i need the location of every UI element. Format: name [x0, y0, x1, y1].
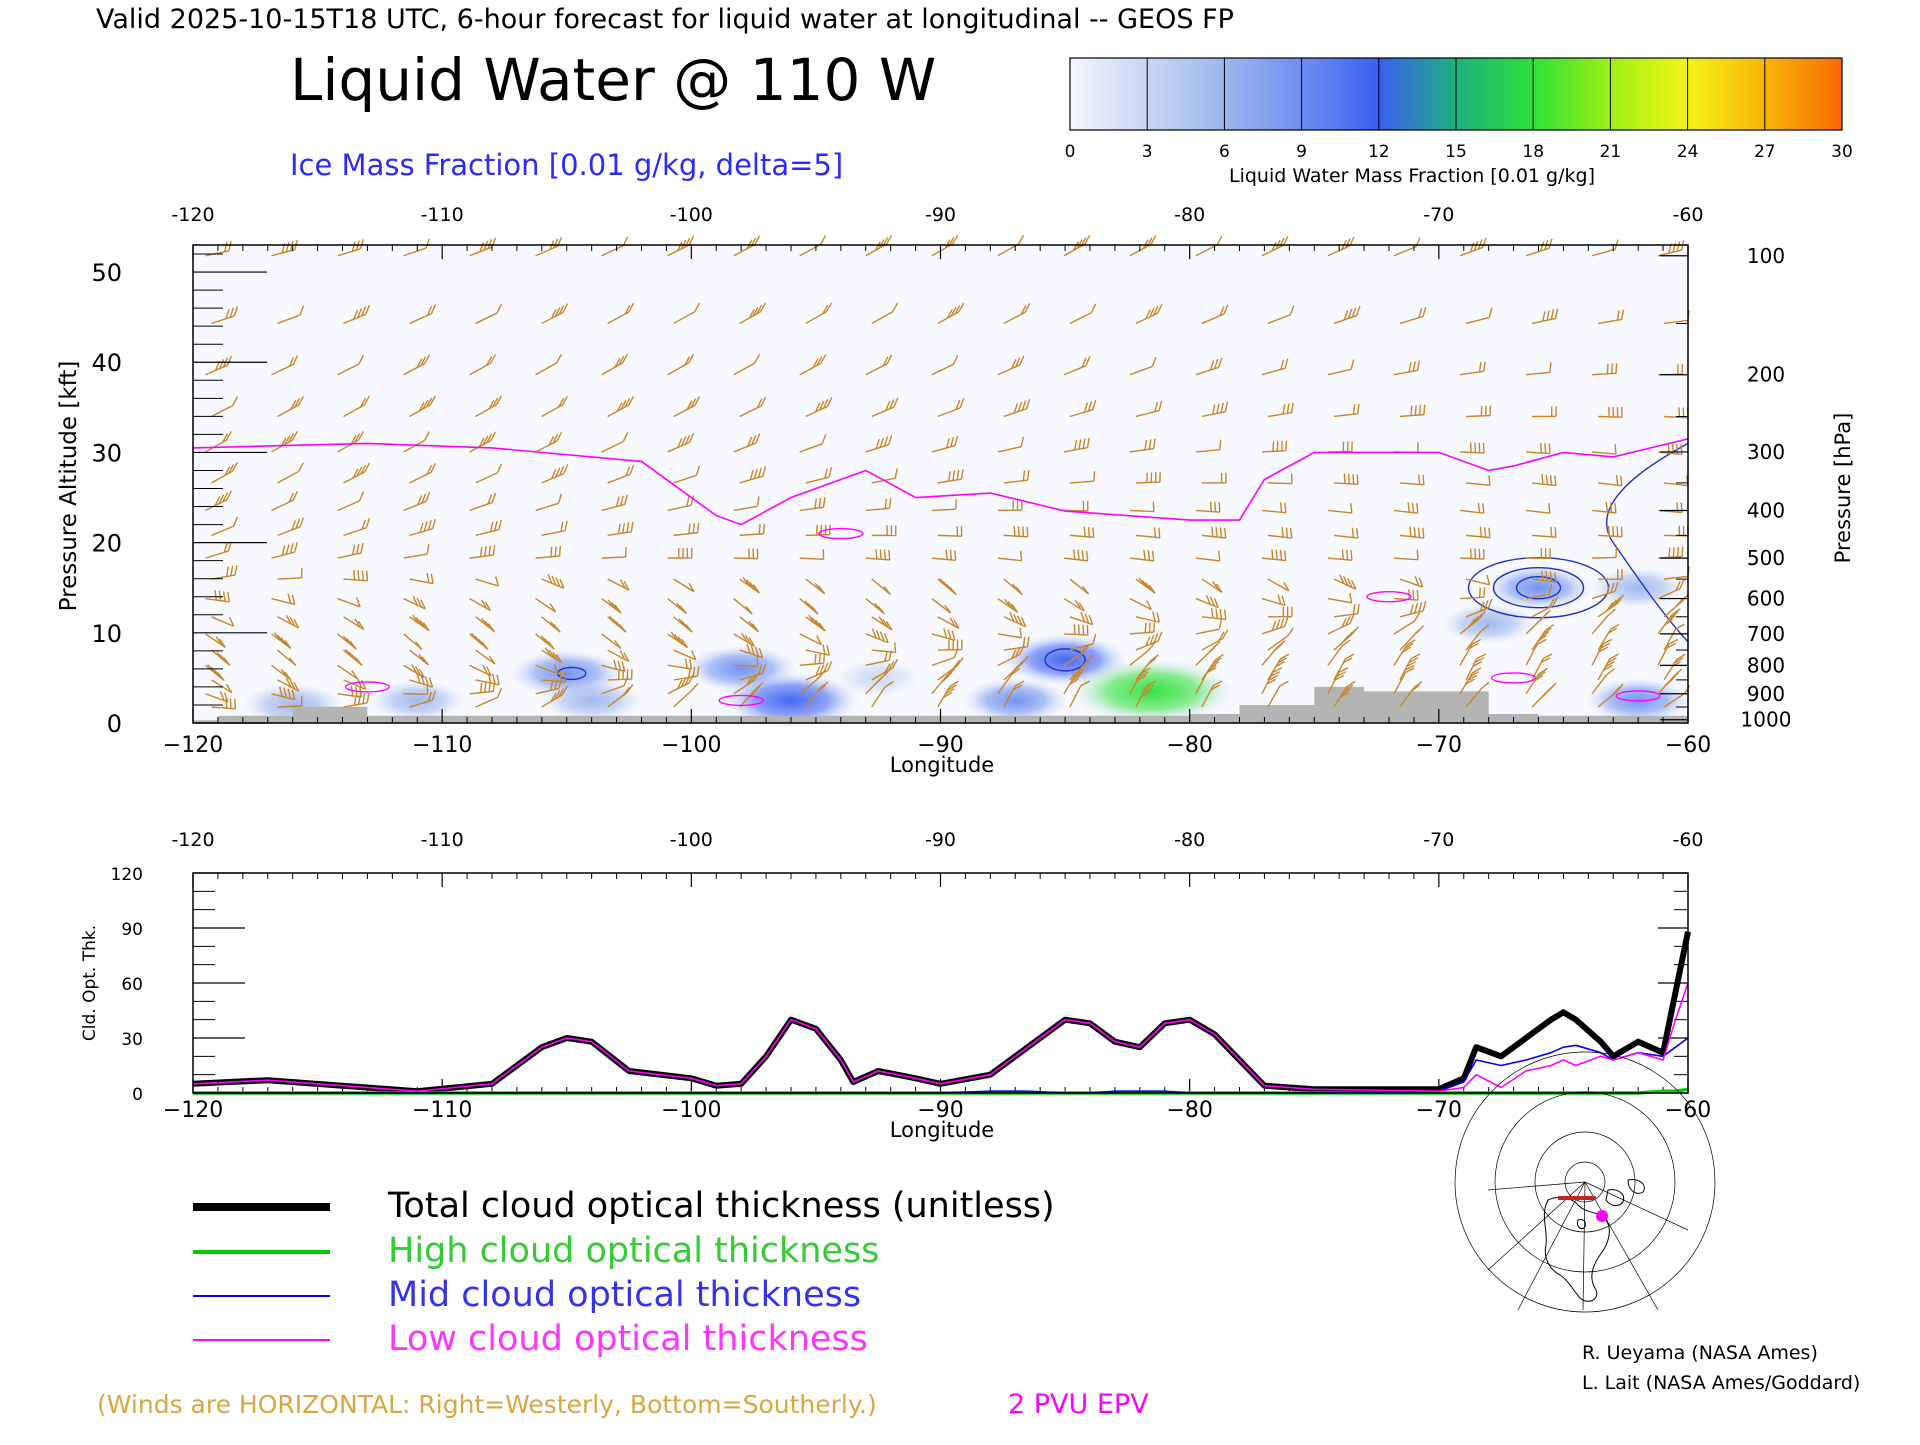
upper-top-tick-label: -100 — [670, 204, 713, 226]
upper-plot-background — [193, 245, 1688, 723]
legend-label-high: High cloud optical thickness — [388, 1231, 879, 1271]
upper-xlabel: Longitude — [890, 753, 994, 777]
lower-bottom-tick-label: −100 — [661, 1098, 721, 1123]
lower-top-tick-label: -90 — [925, 829, 956, 851]
legend-label-total: Total cloud optical thickness (unitless) — [387, 1186, 1055, 1226]
credit-ueyama: R. Ueyama (NASA Ames) — [1582, 1342, 1818, 1364]
altitude-tick-label: 10 — [91, 620, 122, 648]
chart-subtitle: Ice Mass Fraction [0.01 g/kg, delta=5] — [290, 148, 843, 182]
lower-y-tick-label: 90 — [121, 920, 143, 940]
liquid-water-blob — [1591, 567, 1685, 608]
colorbar-tick-label: 12 — [1368, 142, 1390, 162]
pressure-tick-label: 400 — [1747, 498, 1785, 522]
liquid-water-blob — [1485, 565, 1592, 611]
lower-y-tick-label: 120 — [111, 865, 143, 885]
lower-y-tick-label: 30 — [121, 1030, 143, 1050]
lower-bottom-tick-label: −120 — [163, 1098, 223, 1123]
lower-top-tick-label: -100 — [670, 829, 713, 851]
liquid-water-blob — [837, 660, 919, 697]
upper-top-tick-label: -70 — [1423, 204, 1454, 226]
colorbar-tick-label: 15 — [1445, 142, 1467, 162]
colorbar-tick-label: 18 — [1522, 142, 1544, 162]
lower-panel: -120−120-110−110-100−100-90−90-80−80-70−… — [80, 829, 1711, 1142]
series-total-line — [193, 932, 1688, 1091]
optical-thickness-series — [193, 932, 1688, 1093]
pressure-tick-label: 200 — [1747, 363, 1785, 387]
epv-label: 2 PVU EPV — [1008, 1389, 1149, 1420]
pressure-tick-label: 300 — [1747, 440, 1785, 464]
lower-xlabel: Longitude — [890, 1118, 994, 1142]
upper-bottom-tick-label: −60 — [1665, 733, 1711, 758]
lower-ylabel: Cld. Opt. Thk. — [80, 925, 100, 1041]
upper-ylabel-left: Pressure Altitude [kft] — [56, 361, 82, 612]
pressure-tick-label: 500 — [1747, 546, 1785, 570]
pressure-tick-label: 900 — [1747, 682, 1785, 706]
colorbar-tick-label: 0 — [1065, 142, 1076, 162]
upper-top-tick-label: -90 — [925, 204, 956, 226]
colorbar-tick-label: 30 — [1831, 142, 1853, 162]
lower-bottom-tick-label: −70 — [1416, 1098, 1462, 1123]
upper-top-tick-label: -60 — [1672, 204, 1703, 226]
credit-lait: L. Lait (NASA Ames/Goddard) — [1582, 1372, 1860, 1394]
lower-y-tick-label: 60 — [121, 975, 143, 995]
upper-top-tick-label: -120 — [171, 204, 214, 226]
colorbar-tick-label: 6 — [1219, 142, 1230, 162]
lower-top-tick-label: -80 — [1174, 829, 1205, 851]
altitude-tick-label: 30 — [91, 439, 122, 467]
upper-ylabel-right: Pressure [hPa] — [1831, 413, 1855, 564]
lower-y-tick-label: 0 — [132, 1085, 143, 1105]
upper-bottom-tick-label: −70 — [1416, 733, 1462, 758]
pressure-tick-label: 700 — [1747, 622, 1785, 646]
pressure-tick-label: 1000 — [1741, 708, 1792, 732]
upper-bottom-tick-label: −80 — [1166, 733, 1212, 758]
lower-top-tick-label: -120 — [171, 829, 214, 851]
lower-top-tick-label: -110 — [421, 829, 464, 851]
winds-note: (Winds are HORIZONTAL: Right=Westerly, B… — [97, 1390, 877, 1419]
upper-bottom-tick-label: −110 — [412, 733, 472, 758]
lower-bottom-tick-label: −60 — [1665, 1098, 1711, 1123]
colorbar: 0 3 6 9 12 15 18 21 24 27 30 — [1065, 58, 1853, 162]
lower-top-tick-label: -70 — [1423, 829, 1454, 851]
upper-bottom-tick-label: −120 — [163, 733, 223, 758]
pressure-tick-label: 600 — [1747, 587, 1785, 611]
pressure-tick-label: 100 — [1747, 244, 1785, 268]
colorbar-tick-label: 21 — [1600, 142, 1622, 162]
upper-bottom-tick-label: −100 — [661, 733, 721, 758]
pressure-tick-label: 800 — [1747, 653, 1785, 677]
lower-bottom-tick-label: −110 — [412, 1098, 472, 1123]
lower-plot-frame — [193, 873, 1688, 1093]
altitude-tick-label: 50 — [91, 259, 122, 287]
altitude-tick-label: 0 — [107, 710, 122, 738]
colorbar-tick-label: 3 — [1142, 142, 1153, 162]
legend: Total cloud optical thickness (unitless)… — [193, 1186, 1055, 1359]
altitude-tick-label: 20 — [91, 530, 122, 558]
altitude-tick-label: 40 — [91, 349, 122, 377]
upper-panel: -120−120-110−110-100−100-90−90-80−80-70−… — [56, 204, 1855, 777]
valid-line: Valid 2025-10-15T18 UTC, 6-hour forecast… — [96, 4, 1234, 35]
colorbar-label: Liquid Water Mass Fraction [0.01 g/kg] — [1229, 165, 1595, 187]
colorbar-tick-label: 27 — [1754, 142, 1776, 162]
upper-top-tick-label: -80 — [1174, 204, 1205, 226]
inset-map-marker — [1596, 1210, 1608, 1222]
colorbar-tick-label: 9 — [1296, 142, 1307, 162]
legend-label-low: Low cloud optical thickness — [388, 1319, 868, 1359]
lower-top-tick-label: -60 — [1672, 829, 1703, 851]
lower-bottom-tick-label: −80 — [1166, 1098, 1212, 1123]
chart-title: Liquid Water @ 110 W — [290, 46, 936, 114]
colorbar-tick-label: 24 — [1677, 142, 1699, 162]
upper-top-tick-label: -110 — [421, 204, 464, 226]
liquid-water-blob — [370, 680, 464, 721]
legend-label-mid: Mid cloud optical thickness — [388, 1275, 861, 1315]
